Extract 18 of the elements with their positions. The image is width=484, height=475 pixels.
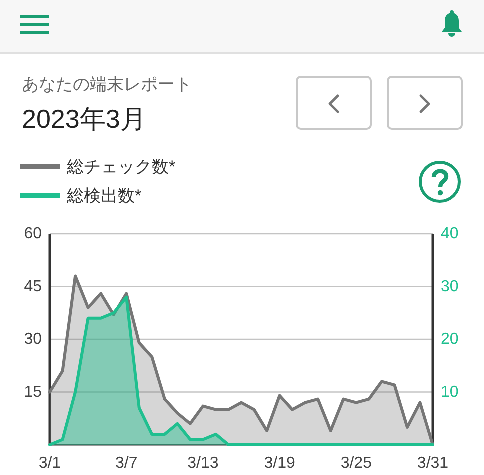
x-tick-label: 3/7 [115, 455, 138, 472]
x-tick-label: 3/31 [417, 455, 449, 472]
legend-label: 総チェック数* [66, 158, 176, 176]
x-tick-label: 3/19 [264, 455, 296, 472]
chart-title: あなたの端末レポート [22, 75, 192, 94]
y-tick-label: 45 [24, 278, 42, 296]
y2-tick-label: 30 [441, 278, 459, 296]
y2-tick-label: 10 [441, 384, 459, 401]
y-tick-label: 30 [24, 331, 42, 348]
y-tick-label: 15 [24, 384, 42, 401]
y2-tick-label: 40 [441, 226, 459, 242]
x-tick-label: 3/13 [188, 455, 219, 472]
x-tick-label: 3/25 [340, 455, 372, 472]
x-tick-label: 3/1 [38, 455, 62, 472]
chart-subtitle: 2023年3月 [22, 104, 146, 134]
legend-label: 総検出数* [66, 186, 142, 206]
y-tick-label: 60 [24, 226, 42, 242]
y2-tick-label: 20 [441, 331, 459, 348]
